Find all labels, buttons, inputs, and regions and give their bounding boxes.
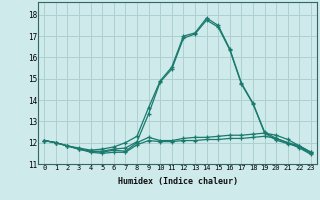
X-axis label: Humidex (Indice chaleur): Humidex (Indice chaleur) <box>118 177 238 186</box>
